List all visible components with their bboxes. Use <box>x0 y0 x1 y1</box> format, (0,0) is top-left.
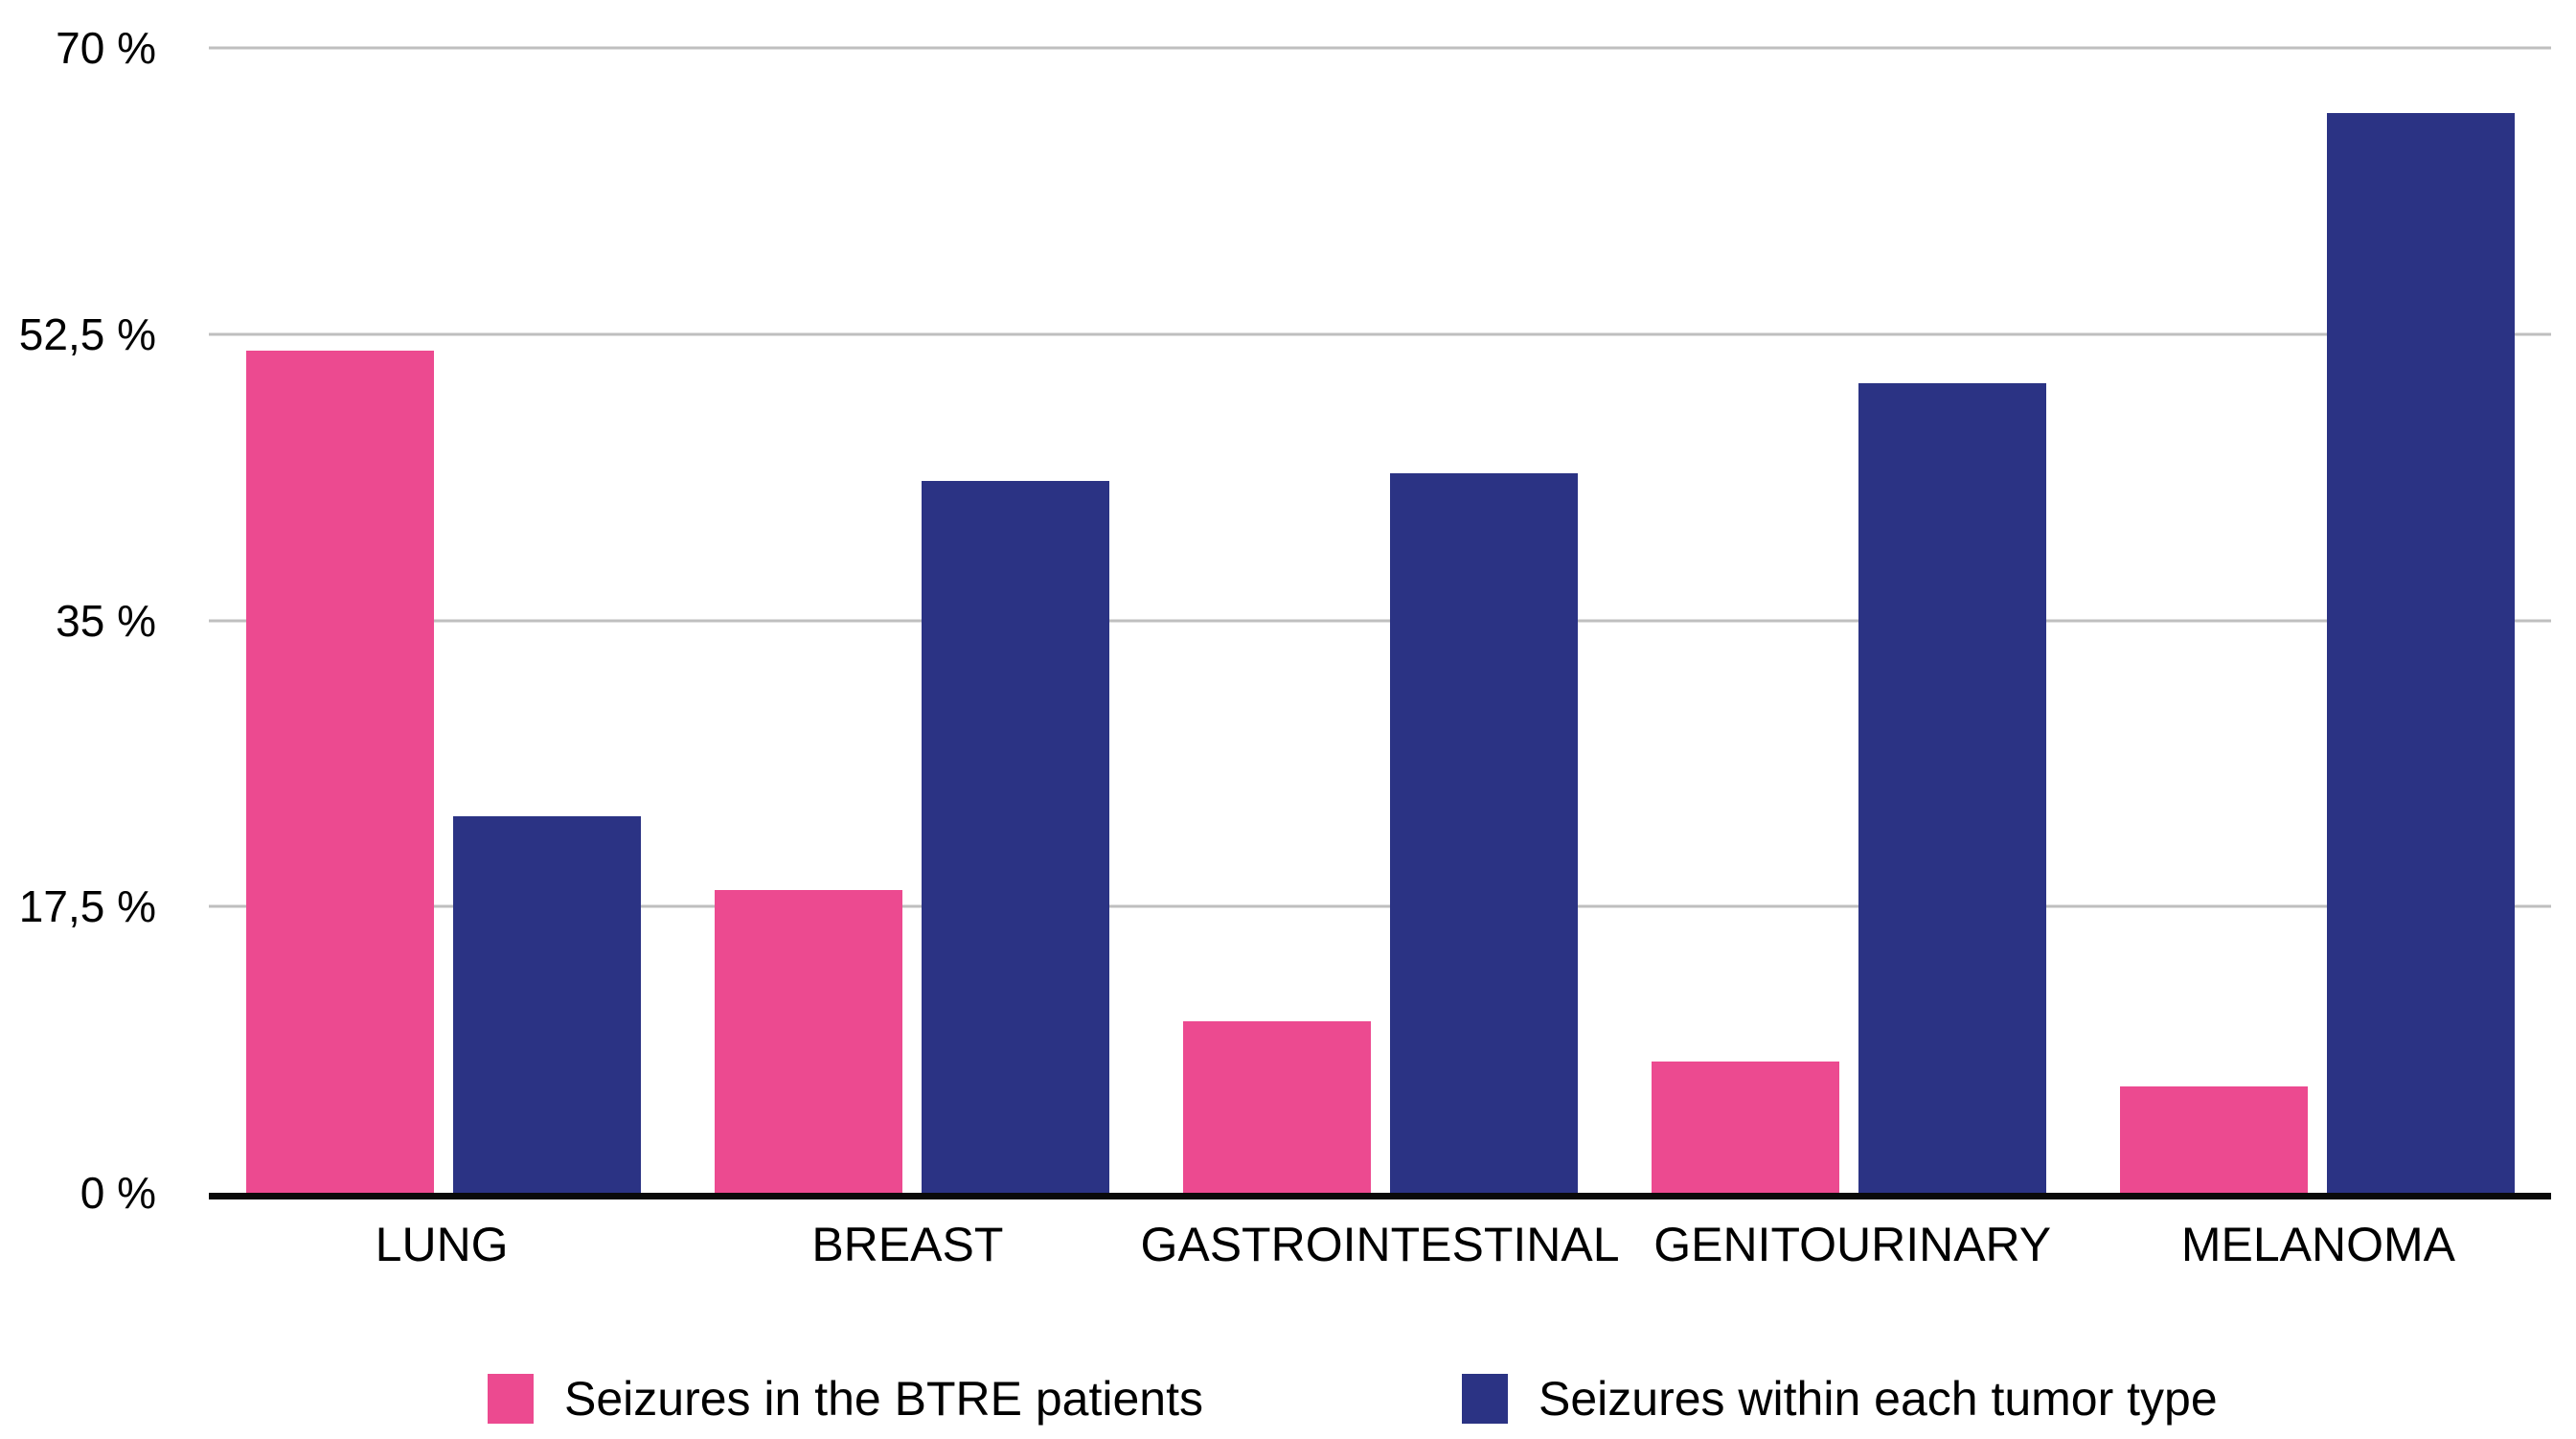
bar-tumor-type-gastrointestinal <box>1389 472 1578 1193</box>
x-axis-category-label: MELANOMA <box>2180 1218 2455 1271</box>
legend-label: Seizures within each tumor type <box>1539 1372 2218 1426</box>
legend-item-tumor-type: Seizures within each tumor type <box>1462 1372 2218 1426</box>
x-axis-category-label: BREAST <box>811 1218 1004 1271</box>
y-axis-tick-label: 35 % <box>56 595 156 646</box>
bar-btre-patients-gastrointestinal <box>1182 1020 1371 1193</box>
bar-tumor-type-lung <box>452 816 641 1193</box>
bar-tumor-type-breast <box>921 481 1109 1193</box>
bar-group-breast <box>677 48 1146 1193</box>
gridline <box>209 904 2551 908</box>
y-axis-tick-label: 0 % <box>80 1168 156 1218</box>
bar-group-gastrointestinal <box>1146 48 1614 1193</box>
bars-row <box>209 48 2551 1193</box>
bar-tumor-type-genitourinary <box>1858 382 2046 1193</box>
bar-btre-patients-genitourinary <box>1651 1062 1839 1193</box>
gridline <box>209 332 2551 336</box>
legend-swatch-tumor-type <box>1462 1374 1508 1424</box>
bar-tumor-type-melanoma <box>2326 113 2515 1193</box>
x-axis-line <box>209 1193 2551 1199</box>
x-axis-category-label: LUNG <box>375 1218 509 1271</box>
gridline <box>209 46 2551 50</box>
plot-area <box>209 46 2551 1193</box>
bar-btre-patients-lung <box>245 350 434 1193</box>
y-axis-tick-label: 52,5 % <box>18 308 156 359</box>
y-axis-tick-label: 17,5 % <box>18 881 156 932</box>
legend-item-btre-patients: Seizures in the BTRE patients <box>488 1372 1203 1426</box>
bar-group-genitourinary <box>1614 48 2083 1193</box>
bar-group-lung <box>209 48 677 1193</box>
legend-swatch-btre-patients <box>488 1374 534 1424</box>
bar-btre-patients-breast <box>714 890 902 1193</box>
legend-label: Seizures in the BTRE patients <box>564 1372 1203 1426</box>
x-axis-category-labels: LUNG BREAST GASTROINTESTINAL GENITOURINARY M… <box>209 1217 2551 1272</box>
bar-group-melanoma <box>2083 48 2551 1193</box>
bar-btre-patients-melanoma <box>2119 1086 2308 1193</box>
y-axis-tick-label: 70 % <box>56 23 156 73</box>
x-axis-category-label: GASTROINTESTINAL <box>1140 1218 1620 1271</box>
gridline <box>209 619 2551 622</box>
x-axis-category-label: GENITOURINARY <box>1653 1218 2052 1271</box>
